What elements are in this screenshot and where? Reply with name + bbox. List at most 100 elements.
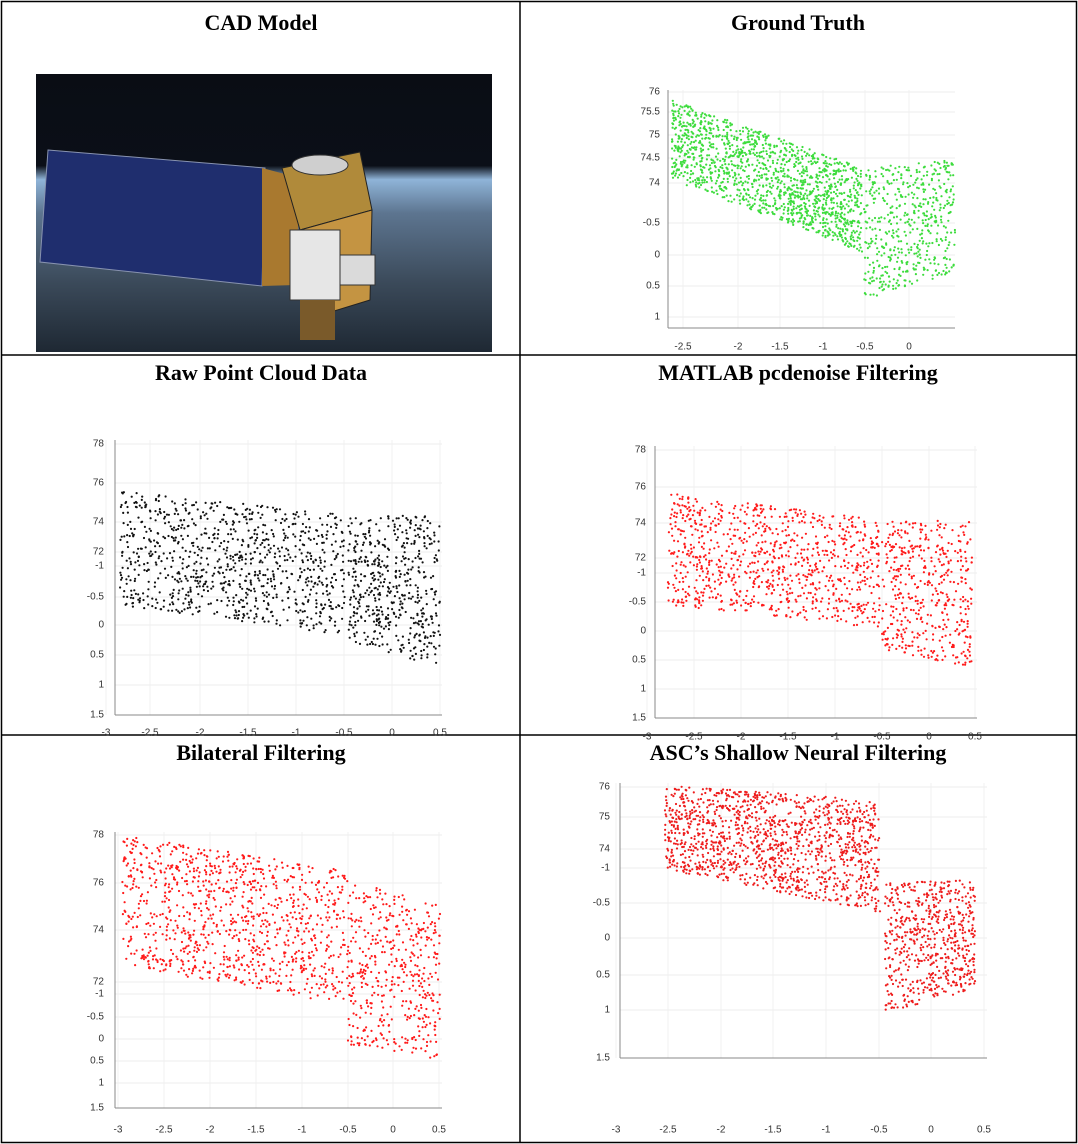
point	[950, 559, 952, 561]
point	[751, 552, 753, 554]
point	[786, 578, 788, 580]
point	[232, 580, 234, 582]
point	[699, 512, 701, 514]
point	[850, 194, 852, 196]
point	[145, 531, 147, 533]
point	[898, 205, 900, 207]
point	[673, 599, 675, 601]
point	[702, 595, 704, 597]
point	[767, 568, 769, 570]
point	[707, 137, 709, 139]
point	[867, 257, 869, 259]
point	[378, 530, 380, 532]
point	[761, 541, 763, 543]
point	[690, 548, 692, 550]
point	[257, 512, 259, 514]
point	[956, 621, 958, 623]
point	[356, 543, 358, 545]
point	[273, 545, 275, 547]
point	[937, 593, 939, 595]
point	[808, 154, 810, 156]
point	[690, 518, 692, 520]
point	[222, 589, 224, 591]
point	[172, 560, 174, 562]
point	[270, 547, 272, 549]
point	[723, 190, 725, 192]
point	[387, 525, 389, 527]
point	[272, 597, 274, 599]
point	[798, 521, 800, 523]
point	[676, 493, 678, 495]
point	[904, 166, 906, 168]
point	[398, 517, 400, 519]
point	[273, 578, 275, 580]
point	[772, 549, 774, 551]
point	[355, 560, 357, 562]
point	[434, 557, 436, 559]
plot-panel: MATLAB pcdenoise Filtering78767472-1-0.5…	[629, 360, 983, 743]
point	[137, 517, 139, 519]
point	[747, 133, 749, 135]
point	[745, 166, 747, 168]
point	[254, 529, 256, 531]
point	[743, 538, 745, 540]
point	[920, 531, 922, 533]
point	[769, 143, 771, 145]
point	[904, 222, 906, 224]
point	[769, 155, 771, 157]
point	[213, 890, 215, 892]
point	[417, 597, 419, 599]
point	[894, 594, 896, 596]
point	[890, 182, 892, 184]
point	[436, 560, 438, 562]
point	[306, 624, 308, 626]
point	[802, 574, 804, 576]
point	[306, 983, 308, 985]
point	[695, 112, 697, 114]
point	[204, 921, 206, 923]
point	[868, 217, 870, 219]
point	[747, 135, 749, 137]
point	[943, 225, 945, 227]
point	[829, 527, 831, 529]
point	[410, 543, 412, 545]
point	[122, 938, 124, 940]
point	[350, 616, 352, 618]
point	[860, 176, 862, 178]
point	[919, 528, 921, 530]
point	[304, 513, 306, 515]
point	[227, 563, 229, 565]
point	[184, 575, 186, 577]
point	[964, 578, 966, 580]
point	[925, 198, 927, 200]
point	[818, 167, 820, 169]
point	[696, 134, 698, 136]
point	[212, 913, 214, 915]
point	[859, 588, 861, 590]
point	[280, 582, 282, 584]
point	[897, 228, 899, 230]
point	[771, 592, 773, 594]
point	[913, 575, 915, 577]
point	[716, 125, 718, 127]
point	[831, 616, 833, 618]
point	[908, 574, 910, 576]
point	[697, 592, 699, 594]
point	[940, 221, 942, 223]
point	[373, 594, 375, 596]
point	[127, 862, 129, 864]
point	[811, 155, 813, 157]
point	[843, 213, 845, 215]
point	[752, 586, 754, 588]
point	[386, 556, 388, 558]
point	[893, 616, 895, 618]
point	[672, 601, 674, 603]
point	[127, 511, 129, 513]
point	[369, 543, 371, 545]
point	[847, 211, 849, 213]
point	[710, 590, 712, 592]
point	[205, 581, 207, 583]
point	[790, 180, 792, 182]
point	[768, 527, 770, 529]
point	[856, 180, 858, 182]
